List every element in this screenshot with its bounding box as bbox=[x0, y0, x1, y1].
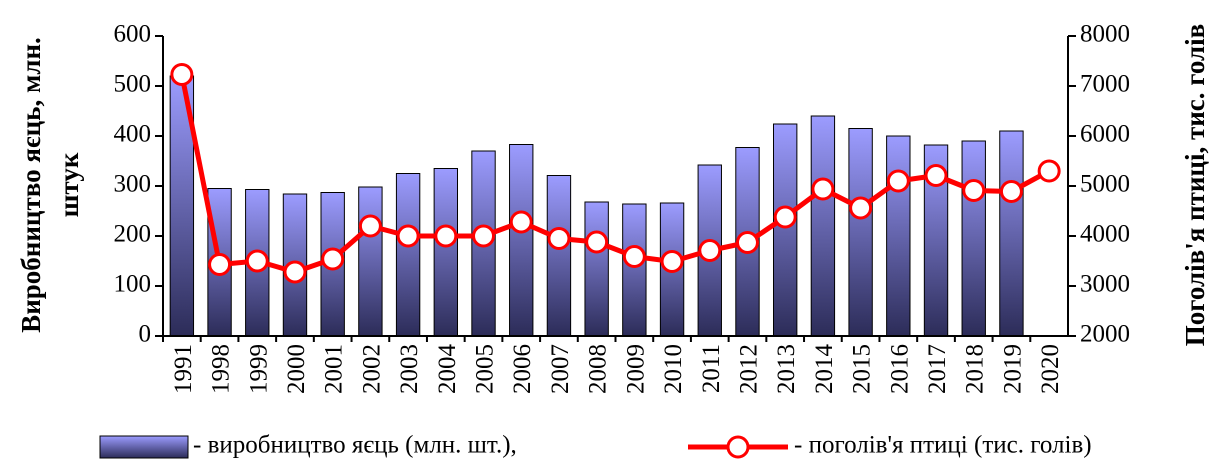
line-marker bbox=[396, 224, 420, 248]
x-tick-label: 2007 bbox=[547, 344, 574, 394]
bar bbox=[772, 123, 798, 337]
x-tick-label: 2005 bbox=[472, 344, 499, 394]
line-marker bbox=[698, 239, 722, 262]
line-marker bbox=[208, 253, 232, 276]
line-marker bbox=[849, 196, 873, 220]
x-tick-label: 2012 bbox=[735, 344, 762, 394]
x-tick-label: 2008 bbox=[585, 344, 612, 394]
line-marker bbox=[585, 230, 609, 254]
bar bbox=[961, 140, 986, 337]
bar bbox=[358, 186, 383, 337]
bar bbox=[848, 128, 873, 337]
bar bbox=[622, 203, 647, 337]
x-tick-label: 2006 bbox=[509, 344, 536, 394]
y2-tick-label: 5000 bbox=[1080, 171, 1130, 198]
line-marker bbox=[358, 214, 382, 238]
line-marker bbox=[321, 247, 345, 271]
line-marker bbox=[170, 63, 194, 86]
bar bbox=[509, 144, 534, 337]
legend-label: - поголів'я птиці (тис. голів) bbox=[794, 432, 1092, 459]
y-tick-label: 300 bbox=[114, 171, 152, 198]
bar bbox=[546, 175, 572, 337]
bar bbox=[433, 168, 459, 337]
line-marker bbox=[1037, 159, 1061, 183]
line-marker bbox=[660, 250, 684, 273]
line bbox=[179, 74, 1051, 275]
line-marker bbox=[999, 180, 1023, 203]
x-tick-label: 1991 bbox=[170, 344, 197, 394]
line-marker bbox=[924, 164, 948, 187]
y2-tick-label: 8000 bbox=[1080, 21, 1130, 48]
x-tick-label: 2014 bbox=[811, 344, 838, 395]
line-marker bbox=[886, 169, 910, 193]
x-tick-label: 2013 bbox=[773, 344, 800, 394]
y-tick-label: 400 bbox=[114, 121, 152, 148]
y-tick-label: 500 bbox=[114, 71, 152, 98]
x-tick-label: 2001 bbox=[321, 344, 348, 394]
x-tick-label: 2019 bbox=[999, 344, 1026, 394]
x-tick-label: 2017 bbox=[924, 344, 951, 394]
x-tick-label: 2000 bbox=[283, 344, 310, 394]
x-tick-label: 2004 bbox=[434, 344, 461, 395]
y2-tick-label: 2000 bbox=[1080, 321, 1130, 348]
bar bbox=[810, 115, 836, 337]
legend-marker bbox=[726, 435, 750, 459]
y2-tick-label: 6000 bbox=[1080, 121, 1130, 148]
x-tick-label: 2015 bbox=[849, 344, 876, 394]
x-tick-label: 2020 bbox=[1037, 344, 1064, 394]
y-axis-label: Виробництво яєць, млн. штук bbox=[16, 37, 84, 333]
y-tick-label: 200 bbox=[114, 221, 152, 248]
line-marker bbox=[245, 249, 269, 273]
line-marker bbox=[509, 210, 533, 234]
x-tick-label: 1998 bbox=[208, 344, 235, 394]
y-tick-label: 0 bbox=[139, 321, 152, 348]
x-tick-label: 2010 bbox=[660, 344, 687, 394]
line-marker bbox=[962, 179, 986, 202]
x-tick-label: 1999 bbox=[245, 344, 272, 394]
x-tick-label: 2009 bbox=[622, 344, 649, 394]
legend-label: - виробництво яєць (млн. шт.), bbox=[193, 432, 517, 459]
line-marker bbox=[434, 224, 458, 248]
y2-tick-label: 4000 bbox=[1080, 221, 1130, 248]
y2-tick-label: 7000 bbox=[1080, 71, 1130, 98]
y2-axis-label: Поголів'я птиці, тис. голів bbox=[1180, 24, 1210, 347]
x-tick-label: 2011 bbox=[698, 344, 725, 393]
bar bbox=[395, 173, 421, 337]
y-tick-label: 100 bbox=[114, 271, 152, 298]
x-tick-label: 2002 bbox=[358, 344, 385, 394]
bar bbox=[886, 135, 911, 337]
bar bbox=[999, 130, 1024, 337]
y2-tick-label: 3000 bbox=[1080, 271, 1130, 298]
legend-swatch bbox=[99, 435, 189, 459]
line-marker bbox=[773, 205, 797, 229]
y-tick-label: 600 bbox=[114, 21, 152, 48]
bar bbox=[584, 201, 609, 337]
x-tick-label: 2018 bbox=[962, 344, 989, 394]
x-tick-label: 2016 bbox=[886, 344, 913, 394]
line-marker bbox=[547, 227, 571, 250]
line-marker bbox=[622, 245, 646, 268]
line-marker bbox=[283, 260, 307, 284]
x-tick-label: 2003 bbox=[396, 344, 423, 394]
line-marker bbox=[811, 177, 835, 201]
line-marker bbox=[472, 224, 496, 248]
line-marker bbox=[735, 231, 759, 254]
